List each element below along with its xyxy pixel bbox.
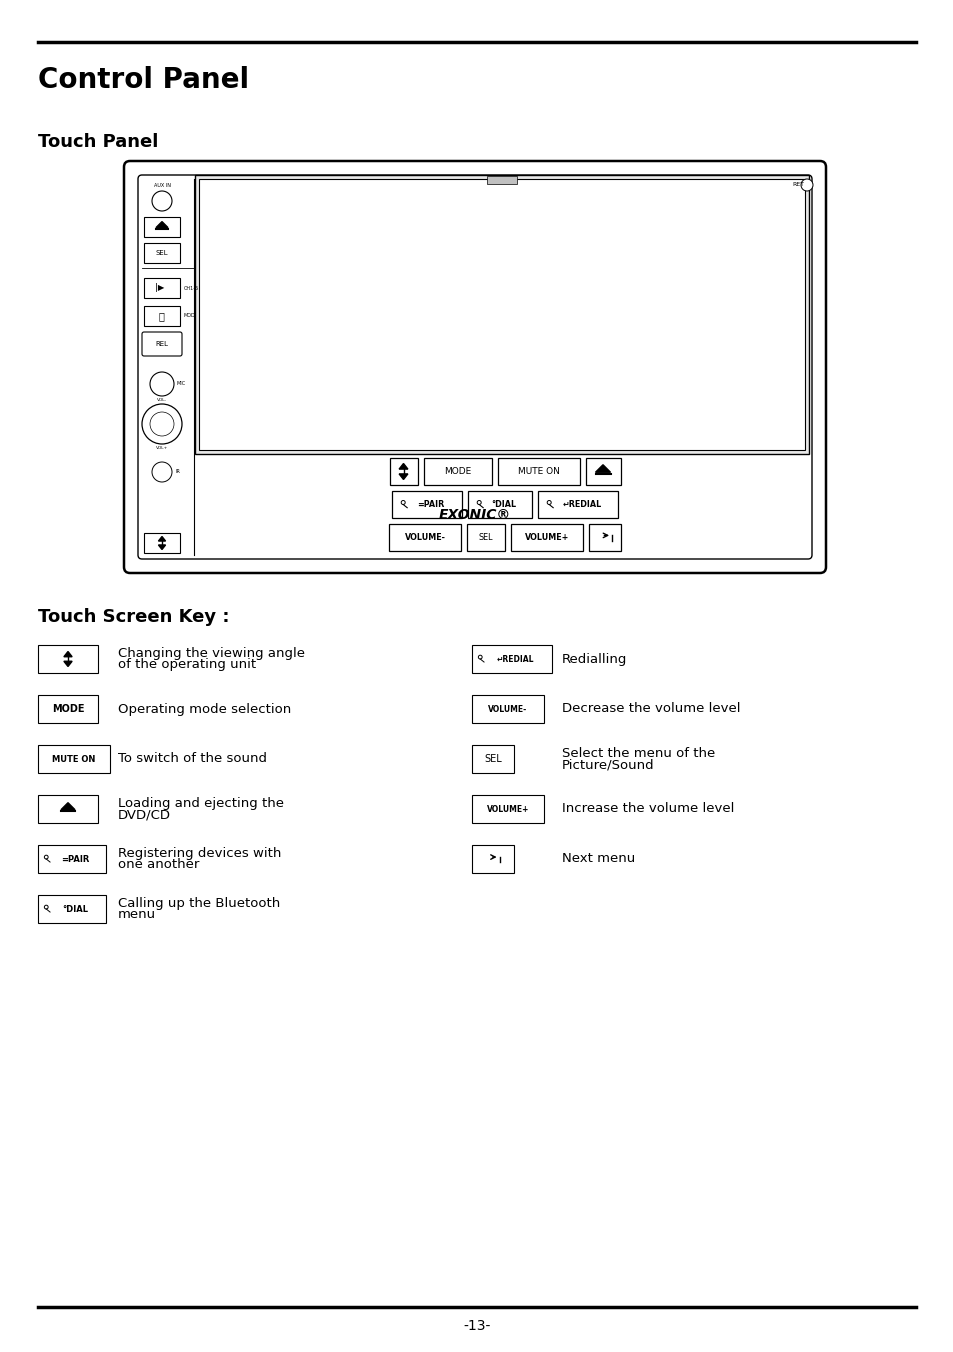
Text: VOL-: VOL-	[157, 397, 167, 402]
Text: RET: RET	[791, 183, 803, 188]
Text: REL: REL	[155, 341, 169, 347]
Polygon shape	[158, 537, 166, 541]
Bar	[38, 795, 98, 823]
Text: MUTE ON: MUTE ON	[517, 466, 558, 476]
Bar	[511, 525, 582, 552]
Text: ↵REDIAL: ↵REDIAL	[561, 500, 601, 508]
Bar	[144, 306, 180, 326]
Bar	[423, 458, 491, 485]
Bar	[497, 458, 578, 485]
Text: VOLUME+: VOLUME+	[486, 804, 529, 814]
Bar	[472, 745, 514, 773]
Bar	[38, 645, 98, 673]
Text: Loading and ejecting the: Loading and ejecting the	[118, 796, 284, 810]
Text: Redialling: Redialling	[561, 653, 627, 665]
Text: Select the menu of the: Select the menu of the	[561, 746, 715, 760]
Text: To switch of the sound: To switch of the sound	[118, 753, 267, 765]
Bar	[199, 178, 804, 450]
Text: Changing the viewing angle: Changing the viewing angle	[118, 646, 305, 660]
Bar	[467, 525, 504, 552]
Bar	[389, 525, 460, 552]
Text: EXONIC®: EXONIC®	[438, 508, 511, 522]
Text: Touch Panel: Touch Panel	[38, 132, 158, 151]
FancyBboxPatch shape	[194, 174, 808, 454]
Text: VOLUME+: VOLUME+	[524, 533, 569, 542]
FancyBboxPatch shape	[138, 174, 811, 558]
Bar	[585, 458, 619, 485]
Text: Operating mode selection: Operating mode selection	[118, 703, 291, 715]
Text: VOL+: VOL+	[155, 446, 168, 450]
Text: °DIAL: °DIAL	[491, 500, 516, 508]
Bar	[392, 491, 461, 518]
Text: Registering devices with: Registering devices with	[118, 846, 281, 860]
Text: VOLUME-: VOLUME-	[488, 704, 527, 714]
Bar	[472, 845, 514, 873]
Bar	[144, 279, 180, 297]
Text: =PAIR: =PAIR	[416, 500, 444, 508]
Text: MODE: MODE	[443, 466, 471, 476]
Bar	[537, 491, 618, 518]
Text: SEL: SEL	[155, 250, 168, 256]
Text: MOD: MOD	[184, 314, 195, 319]
Polygon shape	[64, 661, 72, 667]
Text: ⏻: ⏻	[158, 311, 164, 320]
Polygon shape	[398, 464, 408, 469]
Bar	[38, 895, 106, 923]
Text: AUX IN: AUX IN	[153, 183, 171, 188]
Bar	[389, 458, 417, 485]
Text: MIC: MIC	[177, 381, 186, 387]
FancyBboxPatch shape	[142, 333, 182, 356]
Circle shape	[150, 412, 173, 435]
Polygon shape	[61, 803, 75, 810]
Text: Calling up the Bluetooth: Calling up the Bluetooth	[118, 896, 280, 910]
Text: Control Panel: Control Panel	[38, 66, 249, 95]
Text: Next menu: Next menu	[561, 853, 635, 865]
Text: °DIAL: °DIAL	[62, 904, 88, 914]
Text: MODE: MODE	[51, 704, 84, 714]
Text: ↵REDIAL: ↵REDIAL	[496, 654, 533, 664]
Text: Touch Screen Key :: Touch Screen Key :	[38, 608, 230, 626]
Text: Decrease the volume level: Decrease the volume level	[561, 703, 740, 715]
Text: |▶: |▶	[155, 284, 165, 292]
Circle shape	[152, 191, 172, 211]
Polygon shape	[158, 545, 166, 549]
FancyBboxPatch shape	[124, 161, 825, 573]
Text: IR: IR	[174, 469, 180, 475]
Text: DVD/CD: DVD/CD	[118, 808, 171, 821]
Circle shape	[150, 372, 173, 396]
Text: -13-: -13-	[463, 1320, 490, 1333]
Bar	[38, 745, 110, 773]
Bar	[486, 176, 517, 184]
Polygon shape	[398, 475, 408, 480]
Bar	[144, 533, 180, 553]
Circle shape	[801, 178, 812, 191]
Bar	[472, 795, 543, 823]
Polygon shape	[595, 465, 610, 472]
Text: CH1-6: CH1-6	[184, 285, 199, 291]
Bar	[38, 845, 106, 873]
Bar	[144, 243, 180, 264]
Text: one another: one another	[118, 859, 199, 871]
Circle shape	[142, 404, 182, 443]
Bar	[468, 491, 532, 518]
Bar	[588, 525, 620, 552]
Polygon shape	[64, 652, 72, 657]
Bar	[38, 695, 98, 723]
Text: VOLUME-: VOLUME-	[404, 533, 445, 542]
Text: SEL: SEL	[483, 754, 501, 764]
Bar	[472, 695, 543, 723]
Text: Picture/Sound: Picture/Sound	[561, 758, 654, 771]
Text: MUTE ON: MUTE ON	[52, 754, 95, 764]
Bar	[472, 645, 552, 673]
Text: menu: menu	[118, 909, 156, 921]
Text: =PAIR: =PAIR	[61, 854, 89, 864]
Text: Increase the volume level: Increase the volume level	[561, 803, 734, 815]
Polygon shape	[156, 222, 168, 227]
Circle shape	[152, 462, 172, 483]
Bar	[144, 218, 180, 237]
Text: of the operating unit: of the operating unit	[118, 658, 255, 671]
Text: SEL: SEL	[478, 533, 493, 542]
